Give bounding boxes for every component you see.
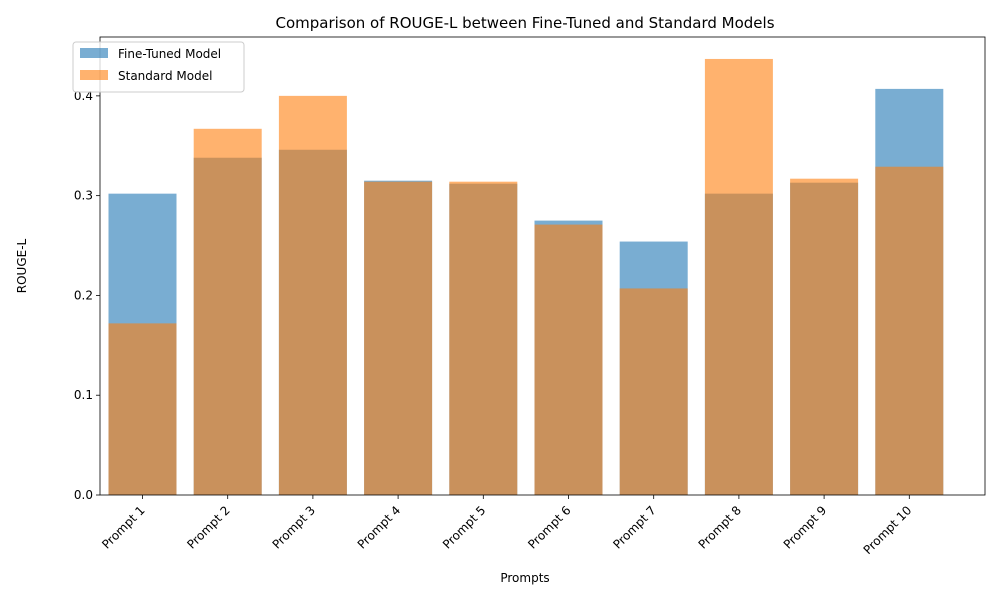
legend: Fine-Tuned Model Standard Model <box>72 41 245 93</box>
plot-frame <box>99 36 986 496</box>
x-tick-label: Prompt 8 <box>696 503 744 551</box>
bar-standard-9 <box>790 178 859 496</box>
bar-standard-2 <box>193 128 262 495</box>
x-tick-label: Prompt 10 <box>861 503 915 557</box>
x-tick-label: Prompt 3 <box>270 503 318 551</box>
x-tick-label: Prompt 6 <box>525 503 573 551</box>
y-tick-label: 0.1 <box>74 388 93 402</box>
bar-standard-7 <box>619 288 688 495</box>
bar-standard-4 <box>364 181 433 496</box>
y-axis-label: ROUGE-L <box>15 238 29 293</box>
x-tick-label: Prompt 2 <box>184 503 232 551</box>
x-tick-label: Prompt 4 <box>355 503 403 551</box>
legend-box <box>72 41 245 93</box>
bar-standard-5 <box>449 181 518 496</box>
chart-title: Comparison of ROUGE-L between Fine-Tuned… <box>275 14 774 32</box>
bar-standard-8 <box>704 58 773 496</box>
x-axis-label: Prompts <box>500 571 549 585</box>
x-tick-label: Prompt 7 <box>610 503 658 551</box>
legend-label-1: Fine-Tuned Model <box>118 47 221 61</box>
bar-standard-3 <box>278 95 347 495</box>
bars-group <box>108 58 944 496</box>
x-tick-label: Prompt 1 <box>99 503 147 551</box>
bar-standard-6 <box>534 224 603 496</box>
y-tick-label: 0.3 <box>74 189 93 203</box>
bar-standard-10 <box>875 166 944 495</box>
legend-label-2: Standard Model <box>118 69 212 83</box>
y-tick-label: 0.0 <box>74 488 93 502</box>
legend-swatch-1 <box>80 48 108 58</box>
legend-swatch-2 <box>80 70 108 80</box>
x-tick-label: Prompt 5 <box>440 503 488 551</box>
y-tick-label: 0.2 <box>74 288 93 302</box>
x-tick-label: Prompt 9 <box>781 503 829 551</box>
bar-standard-1 <box>108 323 177 495</box>
